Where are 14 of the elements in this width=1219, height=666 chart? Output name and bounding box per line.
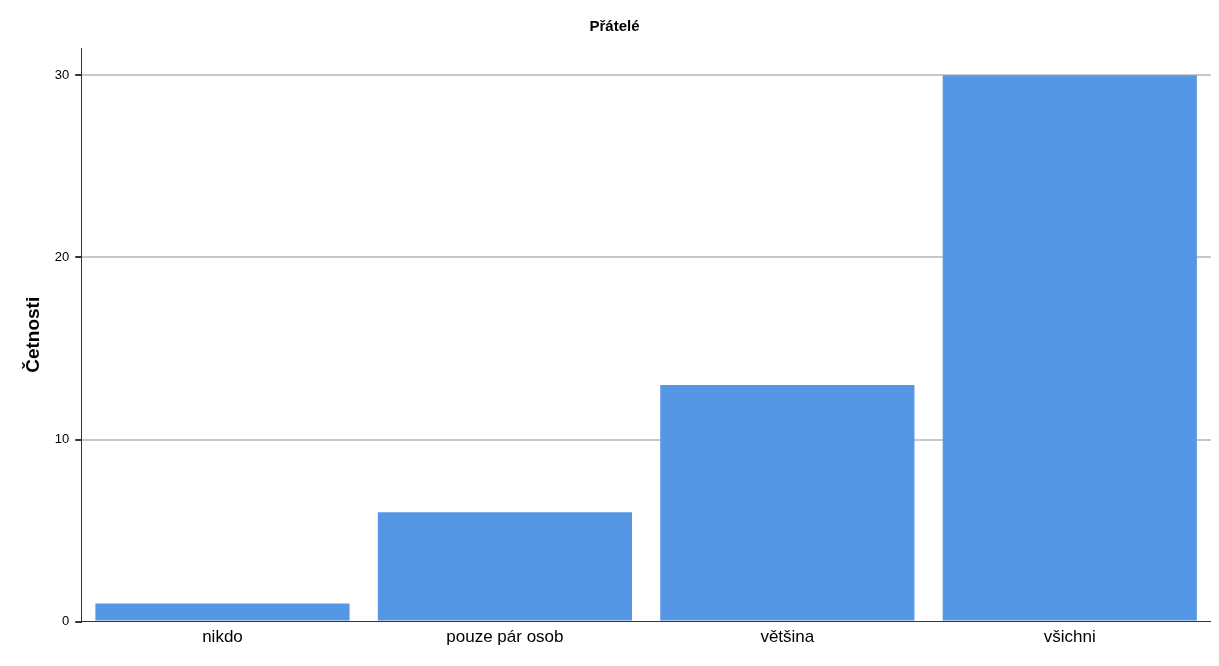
y-tick-label: 0 bbox=[62, 613, 70, 629]
y-tick-label: 20 bbox=[54, 248, 70, 264]
y-tick-label: 30 bbox=[54, 66, 70, 82]
x-tick-label: nikdo bbox=[202, 627, 243, 647]
bar bbox=[95, 603, 350, 621]
bar bbox=[942, 75, 1197, 621]
x-tick-label: všichni bbox=[1043, 627, 1096, 647]
y-axis-title: Četnosti bbox=[21, 296, 43, 373]
bar bbox=[377, 512, 633, 621]
y-tick-label: 10 bbox=[54, 431, 70, 447]
x-tick-label: většina bbox=[760, 627, 815, 647]
x-tick-label: pouze pár osob bbox=[446, 627, 564, 647]
bar bbox=[660, 384, 915, 621]
chart-title: Přátelé bbox=[589, 17, 640, 35]
